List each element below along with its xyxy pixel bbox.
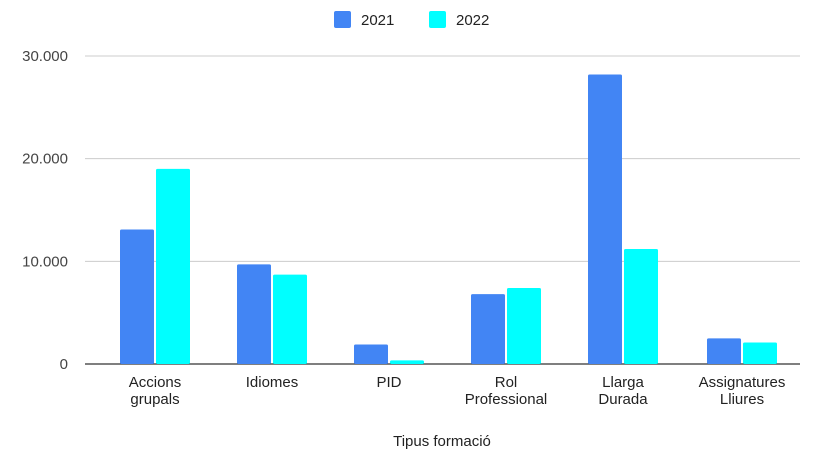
legend: 2021 2022 <box>334 11 489 29</box>
bars <box>120 74 777 364</box>
bar-2021-2 <box>354 344 388 364</box>
bar-2021-4 <box>588 74 622 364</box>
y-tick-label: 10.000 <box>22 253 68 270</box>
bar-2022-4 <box>624 249 658 364</box>
bar-2021-0 <box>120 229 154 364</box>
bar-2021-3 <box>471 294 505 364</box>
bar-2021-5 <box>707 338 741 364</box>
x-category-label: Idiomes <box>246 374 299 391</box>
y-tick-label: 30.000 <box>22 48 68 65</box>
legend-label: 2021 <box>361 12 394 29</box>
bar-2022-2 <box>390 360 424 364</box>
legend-swatch <box>429 11 446 28</box>
x-category-label: Assignatures Lliures <box>699 374 786 408</box>
legend-swatch <box>334 11 351 28</box>
x-category-label: Accions grupals <box>129 374 182 408</box>
bar-2022-3 <box>507 288 541 364</box>
y-axis-ticks: 0 10.000 20.000 30.000 <box>22 48 68 373</box>
x-axis-categories: Accions grupals Idiomes PID Rol Professional L… <box>129 374 786 408</box>
y-tick-label: 0 <box>60 356 68 373</box>
legend-label: 2022 <box>456 12 489 29</box>
bar-2021-1 <box>237 264 271 364</box>
x-category-label: Rol Professional <box>465 374 548 408</box>
x-category-label: Llarga Durada <box>598 374 648 408</box>
bar-2022-5 <box>743 342 777 364</box>
x-category-label: PID <box>376 374 401 391</box>
x-axis-title: Tipus formació <box>393 433 491 450</box>
bar-2022-0 <box>156 168 190 364</box>
bar-2022-1 <box>273 274 307 364</box>
gridlines <box>85 55 800 365</box>
y-tick-label: 20.000 <box>22 151 68 168</box>
